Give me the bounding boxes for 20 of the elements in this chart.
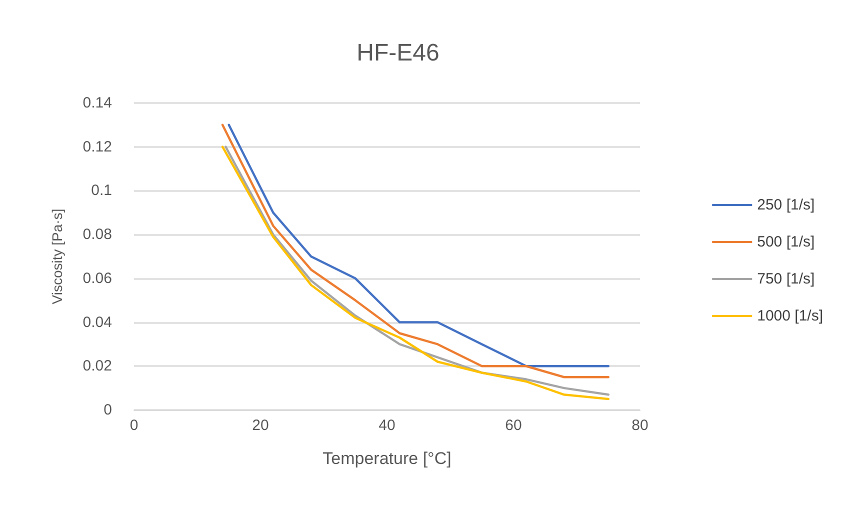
x-axis-title: Temperature [°C]: [322, 449, 452, 468]
x-tick-label: 40: [378, 417, 396, 434]
y-tick-label: 0: [104, 402, 112, 418]
y-tick-label: 0.08: [82, 226, 112, 244]
legend-label: 250 [1/s]: [757, 196, 815, 214]
x-tick-label: 60: [505, 417, 522, 434]
y-tick-label: 0.06: [82, 270, 112, 287]
legend-label: 1000 [1/s]: [757, 308, 824, 324]
x-tick-label: 20: [252, 417, 269, 434]
y-tick-label: 0.04: [82, 314, 112, 331]
y-tick-label: 0.1: [91, 182, 112, 200]
y-tick-label: 0.12: [82, 138, 112, 156]
x-tick-label: 80: [632, 417, 648, 434]
y-tick-label: 0.14: [82, 94, 112, 112]
legend-label: 500 [1/s]: [757, 234, 815, 250]
y-axis-title: Viscosity [Pa·s]: [49, 208, 65, 304]
y-tick-label: 0.02: [82, 358, 112, 375]
legend-label: 750 [1/s]: [757, 270, 815, 288]
chart-title: HF-E46: [356, 40, 440, 66]
x-tick-label: 0: [130, 417, 138, 434]
